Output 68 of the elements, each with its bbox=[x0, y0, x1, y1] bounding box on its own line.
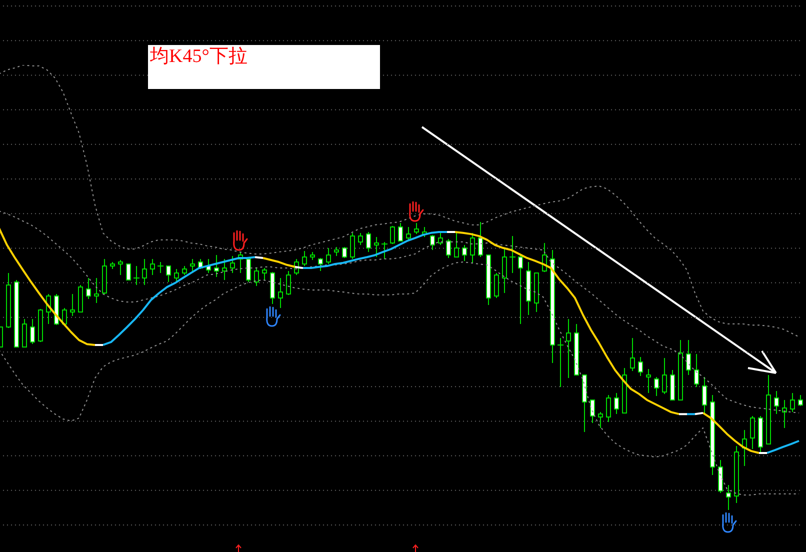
candlestick bbox=[438, 232, 443, 246]
candlestick bbox=[230, 255, 235, 274]
candlestick bbox=[446, 238, 451, 258]
candlestick bbox=[350, 232, 355, 260]
candlestick bbox=[318, 257, 323, 272]
candlestick bbox=[166, 266, 171, 282]
candlestick bbox=[94, 277, 99, 304]
candlestick bbox=[430, 234, 435, 250]
candlestick bbox=[686, 340, 691, 376]
candlestick bbox=[454, 232, 459, 258]
candlestick bbox=[158, 262, 164, 274]
candlestick bbox=[22, 318, 27, 348]
candlestick bbox=[398, 222, 403, 242]
candlestick bbox=[662, 357, 667, 394]
candlestick bbox=[134, 266, 140, 286]
candlestick bbox=[190, 258, 195, 272]
candlestick bbox=[222, 258, 227, 280]
candlestick bbox=[774, 390, 779, 415]
candlestick bbox=[366, 232, 371, 252]
candlestick bbox=[790, 392, 795, 413]
candlestick bbox=[342, 246, 347, 258]
candlestick bbox=[750, 416, 755, 450]
candlestick bbox=[630, 338, 635, 372]
candlestick bbox=[798, 394, 803, 407]
candlestick bbox=[606, 394, 611, 422]
candlestick bbox=[278, 277, 283, 309]
candlestick bbox=[782, 399, 787, 428]
candlestick bbox=[478, 221, 483, 258]
candlestick bbox=[510, 236, 516, 274]
candlestick bbox=[638, 356, 643, 377]
candlestick bbox=[382, 241, 388, 260]
candlestick bbox=[174, 268, 179, 282]
candlestick bbox=[62, 308, 67, 324]
candlestick bbox=[150, 258, 155, 276]
candlestick bbox=[566, 318, 571, 379]
candlestick bbox=[30, 318, 35, 345]
candlestick bbox=[694, 353, 699, 388]
candlestick bbox=[614, 392, 619, 415]
candlestick bbox=[470, 232, 475, 264]
candlestick bbox=[494, 272, 499, 299]
candlestick bbox=[374, 236, 379, 258]
candlestick bbox=[718, 459, 723, 494]
candlestick bbox=[358, 232, 363, 246]
candlestick bbox=[126, 264, 131, 280]
candlestick bbox=[502, 248, 507, 294]
candlestick bbox=[262, 268, 267, 280]
candlestick bbox=[590, 399, 595, 424]
candlestick bbox=[462, 244, 467, 262]
candlestick bbox=[646, 368, 651, 394]
candlestick bbox=[70, 293, 75, 316]
candlestick bbox=[414, 222, 419, 235]
candlestick bbox=[286, 270, 291, 296]
candlestick bbox=[390, 226, 395, 244]
candlestick bbox=[302, 250, 307, 267]
candlestick bbox=[406, 226, 411, 242]
candlestick bbox=[118, 259, 123, 276]
candlestick bbox=[726, 484, 731, 510]
candlestick bbox=[558, 338, 564, 388]
candlestick bbox=[214, 254, 219, 278]
chart-title: 均K45°下拉 bbox=[150, 45, 248, 69]
candlestick bbox=[598, 412, 603, 428]
candlestick bbox=[326, 247, 331, 265]
candlestick bbox=[254, 268, 259, 286]
candlestick bbox=[142, 258, 147, 286]
candlestick bbox=[654, 376, 659, 396]
candlestick bbox=[518, 254, 523, 324]
candlestick bbox=[86, 277, 91, 300]
label-box: 均K45°下拉 bbox=[148, 45, 380, 89]
